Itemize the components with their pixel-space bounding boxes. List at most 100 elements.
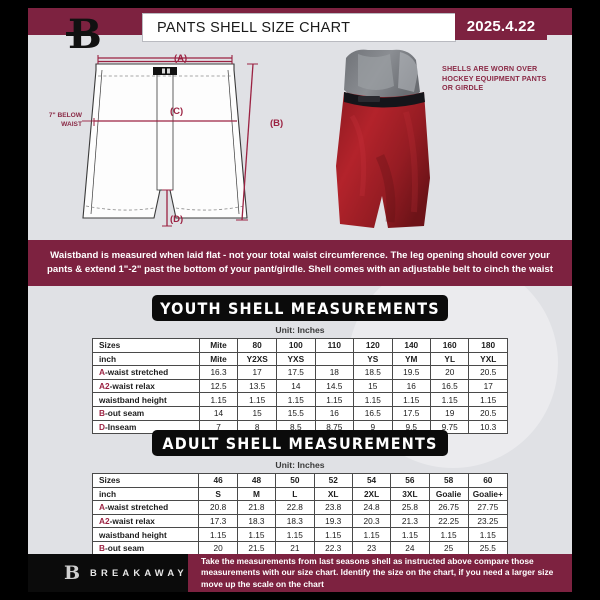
table-cell: 1.15 [237, 392, 278, 407]
table-cell: 27.75 [467, 500, 509, 515]
adult-section-heading: ADULT SHELL MEASUREMENTS [152, 430, 448, 456]
row-marker: D [99, 421, 105, 432]
row-label: Sizes [92, 338, 200, 353]
table-cell: 58 [428, 473, 469, 488]
table-cell: Y2XS [237, 351, 278, 367]
pants-product-photo [328, 46, 440, 232]
diagram-label-c: (C) [170, 106, 184, 117]
diagram-section: (A) (B) (C) (D) 7" BELOW WAIST [28, 42, 572, 236]
pants-technical-drawing: (A) (B) (C) (D) 7" BELOW WAIST [36, 42, 346, 236]
table-cell: 15.5 [276, 405, 316, 421]
row-marker: A2 [99, 381, 110, 392]
table-row: waistband height 1.15 1.15 1.15 1.15 1.15 1.15… [91, 527, 509, 542]
table-cell: 3XL [390, 486, 430, 502]
table-cell: 1.15 [428, 527, 469, 542]
table-cell: 48 [236, 473, 277, 488]
table-cell: 50 [275, 473, 315, 488]
table-cell: 16 [314, 405, 355, 421]
table-cell: 14 [276, 378, 316, 394]
adult-unit-label: Unit: Inches [275, 460, 325, 470]
diagram-label-d: (D) [170, 214, 184, 225]
page-title-text: PANTS SHELL SIZE CHART [157, 19, 351, 36]
diagram-label-a: (A) [174, 53, 188, 64]
table-cell: 20.5 [468, 405, 508, 421]
table-cell [314, 351, 355, 367]
row-marker: B [99, 408, 105, 419]
table-row: A-waist stretched 20.8 21.8 22.8 23.8 24.8 25.… [91, 500, 509, 515]
table-cell: 2XL [351, 486, 392, 502]
below-waist-label: 7" BELOW WAIST [48, 112, 82, 128]
table-cell: 23.8 [313, 500, 353, 515]
footer-logo-icon: B [64, 562, 81, 584]
table-cell: 17.3 [198, 513, 238, 529]
table-cell: 19 [429, 405, 470, 421]
table-cell: 25.8 [390, 500, 430, 515]
size-chart-sheet: B PANTS SHELL SIZE CHART 2025.4.22 [28, 8, 572, 592]
table-row: B-out seam 20 21.5 21 22.3 23 24 25 25.5 [91, 540, 509, 556]
table-cell: 160 [429, 338, 470, 353]
table-cell: 18.3 [236, 513, 277, 529]
table-cell: 18.5 [353, 365, 393, 380]
table-cell: 1.15 [276, 392, 316, 407]
breakaway-logo-icon: B [66, 13, 114, 59]
table-row: A-waist stretched 16.3 17 17.5 18 18.5 19.5 20 2… [92, 365, 508, 380]
table-cell: 120 [353, 338, 393, 353]
youth-unit-label: Unit: Inches [275, 325, 325, 335]
table-cell: 60 [467, 473, 509, 488]
table-cell: 22.25 [428, 513, 469, 529]
table-cell: 80 [237, 338, 278, 353]
table-cell: 16.5 [429, 378, 470, 394]
footer-brand-name: BREAKAWAY [90, 567, 188, 578]
table-cell: 1.15 [390, 527, 430, 542]
table-row: Sizes Mite 80 100 110 120 140 160 180 [92, 338, 508, 353]
table-cell: 20.8 [198, 500, 238, 515]
row-label: A-waist stretched [91, 500, 200, 515]
table-cell: 15 [237, 405, 278, 421]
header-bar: B PANTS SHELL SIZE CHART 2025.4.22 [28, 8, 572, 57]
table-cell: YXL [468, 351, 508, 367]
row-label: B-out seam [92, 405, 200, 421]
table-cell: 1.15 [391, 392, 431, 407]
table-row: inch Mite Y2XS YXS YS YM YL YXL [92, 351, 508, 367]
row-marker: B [99, 543, 105, 554]
table-cell: 12.5 [198, 378, 239, 394]
table-cell: 46 [198, 473, 238, 488]
table-cell: 1.15 [353, 392, 393, 407]
youth-section-heading: YOUTH SHELL MEASUREMENTS [152, 295, 448, 321]
table-cell: 26.75 [428, 500, 469, 515]
row-marker: A [99, 367, 105, 378]
table-cell: Goalie [428, 486, 469, 502]
table-cell: 22.8 [275, 500, 315, 515]
footer-bar: B BREAKAWAY Take the measurements from l… [28, 554, 572, 592]
table-cell: 21.8 [236, 500, 277, 515]
row-marker: A [99, 502, 105, 513]
table-cell: 14 [198, 405, 239, 421]
table-cell: 110 [314, 338, 355, 353]
table-cell: 17.5 [391, 405, 431, 421]
table-row: A2-waist relax 12.5 13.5 14 14.5 15 16 16.5 17 [92, 378, 508, 394]
table-cell: YM [391, 351, 431, 367]
table-cell: S [198, 486, 238, 502]
table-cell: XL [313, 486, 353, 502]
table-cell: 16.3 [198, 365, 239, 380]
measurement-instruction-text: Waistband is measured when laid flat - n… [47, 250, 553, 275]
table-cell: 100 [276, 338, 316, 353]
table-cell: Goalie+ [467, 486, 509, 502]
table-cell: 1.15 [236, 527, 277, 542]
shell-usage-note: SHELLS ARE WORN OVER HOCKEY EQUIPMENT PA… [442, 64, 547, 93]
row-label: waistband height [92, 392, 200, 407]
table-cell: 56 [390, 473, 430, 488]
table-cell: 19.5 [391, 365, 431, 380]
table-cell: 1.15 [313, 527, 353, 542]
table-cell: YL [429, 351, 470, 367]
table-cell: 20.5 [468, 365, 508, 380]
table-cell: 16 [391, 378, 431, 394]
row-label: A-waist stretched [92, 365, 200, 380]
table-cell: 19.3 [313, 513, 353, 529]
table-cell: 1.15 [351, 527, 392, 542]
table-cell: 20 [429, 365, 470, 380]
table-cell: 17 [237, 365, 278, 380]
table-cell: 1.15 [198, 392, 239, 407]
diagram-label-b: (B) [270, 118, 284, 129]
